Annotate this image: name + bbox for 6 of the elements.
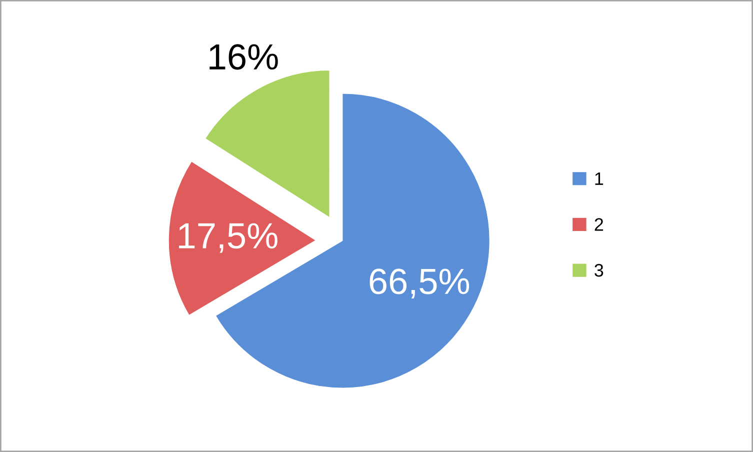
data-label: 17,5% xyxy=(179,223,278,253)
data-label: 66,5% xyxy=(370,268,470,298)
legend-label: 3 xyxy=(594,264,604,277)
data-label: 16% xyxy=(210,44,278,70)
legend-label: 1 xyxy=(595,172,604,185)
legend-label: 2 xyxy=(594,218,604,231)
